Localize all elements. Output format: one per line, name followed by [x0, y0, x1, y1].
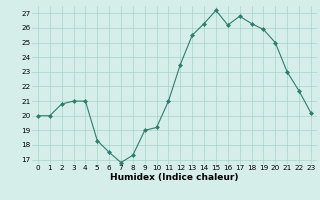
X-axis label: Humidex (Indice chaleur): Humidex (Indice chaleur) [110, 173, 239, 182]
